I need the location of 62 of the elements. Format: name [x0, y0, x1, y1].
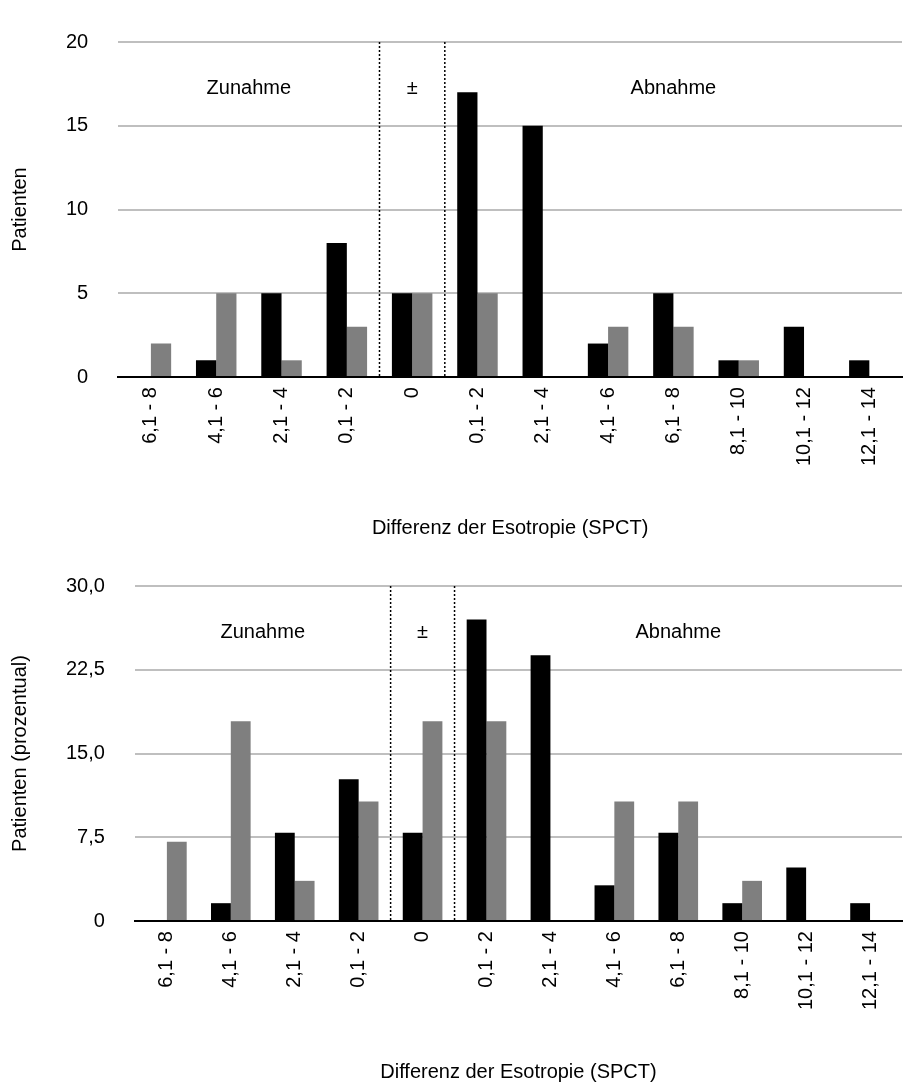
x-tick-label: 0,1 - 2	[464, 387, 487, 444]
y-tick-label: 20	[66, 29, 89, 52]
x-tick-label: 10,1 - 12	[793, 931, 816, 1011]
bar	[678, 801, 699, 921]
x-tick-label: 4,1 - 6	[595, 387, 618, 444]
x-tick-label: 10,1 - 12	[791, 387, 814, 467]
bar	[422, 721, 443, 921]
bar	[281, 360, 302, 377]
x-tick-label: 6,1 - 8	[665, 931, 688, 988]
bar	[230, 721, 251, 921]
x-tick-label: 0	[410, 931, 433, 943]
x-tick-label: 6,1 - 8	[138, 387, 161, 444]
x-tick-label: 2,1 - 4	[537, 931, 560, 988]
x-tick-label: 6,1 - 8	[660, 387, 683, 444]
bar	[346, 326, 368, 377]
x-tick-label: 12,1 - 14	[857, 931, 880, 1011]
y-axis-title: Patienten (prozentual)	[7, 655, 30, 852]
annotation: ±	[406, 76, 418, 99]
x-tick-label: 0,1 - 2	[346, 931, 369, 988]
x-tick-label: 8,1 - 10	[726, 387, 749, 455]
x-tick-label: 0,1 - 2	[334, 387, 357, 444]
bar	[166, 841, 187, 921]
y-tick-label: 15,0	[65, 741, 105, 764]
x-tick-label: 4,1 - 6	[218, 931, 241, 988]
x-axis-title: Differenz der Esotropie (SPCT)	[371, 515, 649, 538]
y-tick-label: 7,5	[77, 824, 105, 847]
x-tick-label: 4,1 - 6	[203, 387, 226, 444]
bar	[150, 343, 172, 377]
x-tick-label: 0,1 - 2	[474, 931, 497, 988]
y-tick-label: 30,0	[65, 573, 105, 596]
bar	[412, 293, 433, 377]
annotation: Abnahme	[635, 620, 722, 643]
bar	[608, 326, 629, 377]
annotation: Abnahme	[630, 76, 717, 99]
y-tick-label: 10	[66, 197, 89, 220]
bar	[358, 801, 379, 921]
y-tick-label: 0	[77, 364, 89, 387]
y-tick-label: 15	[66, 113, 89, 136]
x-axis-title: Differenz der Esotropie (SPCT)	[380, 1059, 657, 1082]
annotation: Zunahme	[220, 620, 306, 643]
y-tick-label: 5	[77, 280, 89, 303]
bar	[742, 880, 763, 921]
bar	[614, 801, 635, 921]
x-tick-label: 0	[399, 387, 422, 399]
y-tick-label: 0	[93, 908, 105, 931]
x-tick-label: 2,1 - 4	[530, 387, 553, 444]
y-axis-title: Patienten	[7, 167, 30, 252]
y-tick-label: 22,5	[65, 657, 105, 680]
bar	[294, 880, 315, 921]
bar	[738, 360, 759, 377]
x-tick-label: 8,1 - 10	[729, 931, 752, 999]
x-tick-label: 6,1 - 8	[154, 931, 177, 988]
bar	[477, 293, 498, 377]
x-tick-label: 12,1 - 14	[856, 387, 879, 467]
x-tick-label: 2,1 - 4	[269, 387, 292, 444]
bar	[486, 721, 507, 921]
annotation: Zunahme	[206, 76, 292, 99]
annotation: ±	[417, 620, 429, 643]
bar	[673, 326, 694, 377]
x-tick-label: 4,1 - 6	[601, 931, 624, 988]
x-tick-label: 2,1 - 4	[282, 931, 305, 988]
bar	[216, 293, 237, 377]
